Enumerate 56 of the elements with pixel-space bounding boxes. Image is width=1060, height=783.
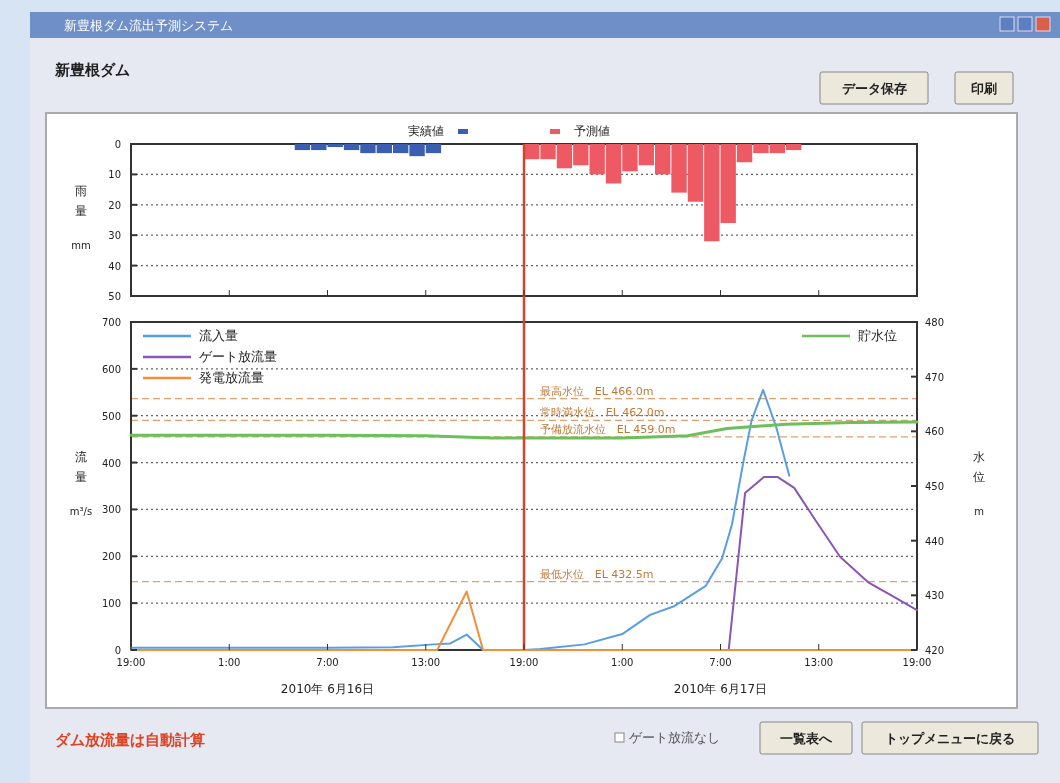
line-series [129, 420, 919, 440]
y-tick-label: 10 [108, 169, 121, 181]
x-tick-label: 19:00 [902, 657, 932, 668]
legend-label: 発電放流量 [199, 370, 264, 385]
legend-label: 貯水位 [858, 328, 897, 343]
y-tick-label: 100 [101, 598, 121, 610]
y-tick-label: 0 [114, 645, 121, 656]
x-tick-label: 1:00 [218, 657, 241, 668]
y-tick-label: 40 [108, 260, 121, 272]
text: 雨量 mm [71, 184, 91, 251]
text: ゲート放流なし [629, 730, 720, 745]
y-tick-label: 0 [114, 139, 121, 150]
x-tick-label: 7:00 [709, 657, 732, 668]
text: データ保存 [841, 81, 907, 96]
y2-tick-label: 480 [925, 317, 945, 328]
series-label: 実績値 [408, 124, 444, 138]
y2-tick-label: 460 [925, 426, 945, 438]
x-tick-label: 19:00 [509, 657, 539, 668]
y2-tick-label: 450 [925, 481, 945, 492]
y-tick-label: 50 [108, 291, 121, 302]
line-series [727, 476, 918, 651]
chart-title: 新豊根ダム [54, 61, 130, 79]
y2-tick-label: 470 [925, 371, 945, 383]
x-tick-label: 1:00 [611, 657, 634, 668]
line-series [130, 388, 791, 651]
text: 一覧表へ [780, 731, 833, 746]
y-tick-label: 30 [108, 230, 121, 242]
text: 印刷 [971, 81, 997, 96]
y2-tick-label: 430 [925, 590, 945, 602]
ref-line-label: 最低水位 EL 432.5m [539, 567, 654, 581]
ref-line-label: 最高水位 EL 466.0m [539, 384, 654, 398]
y-tick-label: 600 [101, 363, 121, 375]
text: ダム放流量は自動計算 [55, 731, 205, 749]
text: 新豊根ダム流出予測システム [64, 18, 233, 33]
x-tick-label: 13:00 [411, 657, 441, 668]
text: トップメニューに戻る [885, 731, 1015, 746]
x-tick-label: 7:00 [316, 657, 339, 668]
legend-label: 流入量 [199, 328, 238, 343]
legend-label: 予測値 [574, 124, 610, 138]
y-tick-label: 400 [101, 457, 121, 469]
x-tick-label: 19:00 [116, 657, 146, 668]
legend-label: ゲート放流量 [199, 349, 277, 364]
text: 流量 m³/s [69, 450, 93, 517]
y-tick-label: 200 [101, 551, 121, 563]
y-tick-label: 20 [108, 199, 121, 211]
y-tick-label: 500 [101, 410, 121, 422]
y-tick-label: 700 [101, 317, 121, 328]
text: 2010年 6月17日 [673, 682, 768, 696]
x-tick-label: 13:00 [804, 657, 834, 668]
y2-tick-label: 440 [925, 535, 945, 547]
ref-line-label: 予備放流水位 EL 459.0m [539, 422, 676, 436]
y-tick-label: 300 [101, 504, 121, 516]
ref-line-label: 常時満水位 EL 462.0m [539, 406, 665, 420]
text: 水位 m [973, 450, 985, 517]
text: 2010年 6月16日 [280, 682, 375, 696]
y2-tick-label: 420 [925, 645, 945, 656]
